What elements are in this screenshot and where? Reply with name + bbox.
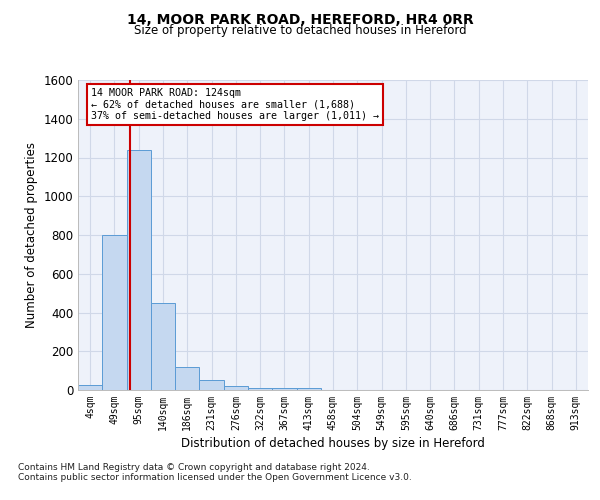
Text: Contains public sector information licensed under the Open Government Licence v3: Contains public sector information licen…: [18, 472, 412, 482]
Text: Distribution of detached houses by size in Hereford: Distribution of detached houses by size …: [181, 438, 485, 450]
Bar: [78, 385, 102, 390]
Text: 14 MOOR PARK ROAD: 124sqm
← 62% of detached houses are smaller (1,688)
37% of se: 14 MOOR PARK ROAD: 124sqm ← 62% of detac…: [91, 88, 379, 121]
Bar: [199, 380, 224, 390]
Bar: [175, 367, 199, 390]
Bar: [151, 303, 175, 390]
Bar: [296, 388, 321, 390]
Bar: [224, 386, 248, 390]
Text: 14, MOOR PARK ROAD, HEREFORD, HR4 0RR: 14, MOOR PARK ROAD, HEREFORD, HR4 0RR: [127, 12, 473, 26]
Bar: [272, 388, 296, 390]
Bar: [248, 388, 272, 390]
Y-axis label: Number of detached properties: Number of detached properties: [25, 142, 38, 328]
Text: Contains HM Land Registry data © Crown copyright and database right 2024.: Contains HM Land Registry data © Crown c…: [18, 462, 370, 471]
Text: Size of property relative to detached houses in Hereford: Size of property relative to detached ho…: [134, 24, 466, 37]
Bar: [102, 235, 127, 390]
Bar: [127, 150, 151, 390]
